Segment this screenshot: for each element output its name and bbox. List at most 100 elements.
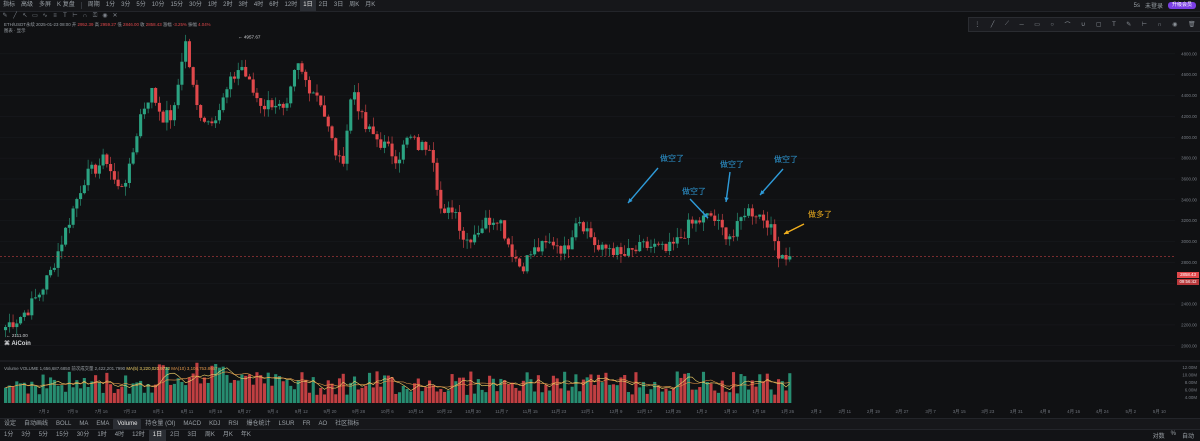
- scale-option[interactable]: 对数: [1152, 434, 1165, 440]
- toolbar-item[interactable]: 周期: [87, 2, 100, 8]
- toolbar-item[interactable]: 10分: [151, 2, 165, 8]
- toolbar-item[interactable]: 多屏: [39, 2, 52, 8]
- eye-tool-icon[interactable]: ◉: [1172, 22, 1178, 28]
- trash-icon[interactable]: ✕: [112, 13, 118, 19]
- cursor-icon[interactable]: ↖: [22, 13, 28, 19]
- indicator-tab[interactable]: AO: [318, 421, 328, 427]
- measure-icon[interactable]: ⊢: [72, 13, 78, 19]
- toolbar-item[interactable]: 2日: [318, 2, 328, 8]
- toolbar-item[interactable]: 1分: [105, 2, 116, 8]
- toolbar-item[interactable]: 12时: [284, 2, 298, 8]
- period-button[interactable]: 12时: [132, 432, 145, 438]
- toolbar-item[interactable]: 3日: [333, 2, 344, 8]
- period-button[interactable]: 年K: [240, 432, 251, 438]
- indicator-tab[interactable]: LSUR: [278, 421, 295, 427]
- indicator-tab[interactable]: MACD: [183, 421, 202, 427]
- toolbar-item[interactable]: K 复盘: [57, 2, 75, 8]
- rect-icon[interactable]: ▭: [32, 13, 38, 19]
- period-button[interactable]: 3日: [187, 432, 197, 438]
- shape-icon[interactable]: ▢: [1095, 22, 1102, 28]
- volume-bar: [623, 375, 627, 403]
- volume-bar: [304, 379, 308, 403]
- account-label[interactable]: 未登录: [1144, 4, 1163, 10]
- candle: [225, 89, 229, 98]
- hline-icon[interactable]: ─: [1019, 21, 1024, 28]
- indicator-tab[interactable]: KDJ: [209, 421, 221, 427]
- handle-icon[interactable]: ⋮: [974, 22, 981, 28]
- indicator-tab[interactable]: Volume: [113, 419, 142, 430]
- eye-icon[interactable]: ◉: [102, 13, 108, 19]
- text-tool-icon[interactable]: T: [1112, 21, 1116, 28]
- candle: [26, 312, 30, 316]
- toolbar-item[interactable]: 1日: [300, 0, 316, 11]
- line-icon[interactable]: ╱: [13, 13, 17, 19]
- refresh-interval[interactable]: 5s: [1133, 2, 1140, 9]
- toolbar-item[interactable]: 6时: [269, 2, 279, 8]
- upgrade-button[interactable]: 升级会员: [1167, 2, 1196, 9]
- volume-bar: [274, 374, 278, 403]
- period-button[interactable]: 周K: [204, 432, 215, 438]
- toolbar-item[interactable]: 4时: [253, 2, 264, 8]
- magnet-icon[interactable]: ∩: [82, 13, 88, 19]
- period-button[interactable]: 3分: [21, 432, 31, 438]
- candle: [41, 289, 45, 295]
- text-icon[interactable]: T: [63, 13, 67, 19]
- polyline-icon[interactable]: ⌒: [1064, 23, 1071, 29]
- indicator-tab[interactable]: FR: [302, 421, 311, 427]
- toolbar-item[interactable]: 高级: [21, 2, 34, 8]
- price-tick: 4600.00: [1181, 72, 1197, 77]
- trendline-icon[interactable]: ╱: [990, 22, 995, 28]
- circle-icon[interactable]: ○: [1050, 21, 1055, 28]
- toolbar-item[interactable]: 5分: [136, 2, 146, 8]
- period-button[interactable]: 2日: [170, 432, 180, 438]
- volume-bar: [169, 384, 173, 403]
- toolbar-item[interactable]: 3分: [121, 2, 131, 8]
- indicator-tab[interactable]: RSI: [228, 421, 239, 427]
- period-button[interactable]: 30分: [76, 432, 90, 438]
- lock-icon[interactable]: ⚿: [92, 13, 98, 19]
- period-button[interactable]: 4时: [114, 432, 125, 438]
- delete-icon[interactable]: 🗑: [1188, 22, 1196, 28]
- period-button[interactable]: 1分: [4, 432, 14, 438]
- pencil-icon[interactable]: ✎: [1126, 22, 1132, 28]
- period-button[interactable]: 1时: [97, 432, 107, 438]
- toolbar-item[interactable]: 指标: [3, 2, 16, 8]
- fib-icon[interactable]: ≡: [53, 13, 57, 19]
- indicator-tab[interactable]: 设定: [4, 421, 17, 427]
- measure-tool-icon[interactable]: ⊢: [1141, 22, 1147, 28]
- indicator-tab[interactable]: 自动画线: [24, 421, 49, 427]
- volume-bar: [465, 394, 469, 403]
- indicator-tab[interactable]: EMA: [96, 421, 110, 427]
- period-button[interactable]: 15分: [56, 432, 69, 438]
- period-button[interactable]: 5分: [38, 432, 49, 438]
- toolbar-item[interactable]: 3时: [238, 2, 248, 8]
- period-button[interactable]: 1日: [148, 430, 167, 441]
- indicator-tab[interactable]: 爆仓统计: [246, 421, 271, 427]
- date-tick: 3月 7: [925, 409, 936, 415]
- candle: [578, 222, 582, 224]
- candle: [322, 105, 327, 117]
- pen-icon[interactable]: ✎: [2, 13, 8, 19]
- toolbar-item[interactable]: 15分: [170, 2, 184, 8]
- indicator-tab[interactable]: BOLL: [56, 421, 72, 427]
- rectangle-icon[interactable]: ▭: [1034, 22, 1040, 28]
- channel-icon[interactable]: ∪: [1081, 22, 1086, 28]
- volume-bar: [574, 374, 578, 403]
- indicator-tab[interactable]: 持仓量 (OI): [145, 421, 176, 427]
- toolbar-item[interactable]: 2时: [223, 2, 233, 8]
- toolbar-item[interactable]: 1时: [207, 2, 218, 8]
- scale-option[interactable]: 自动: [1181, 434, 1194, 440]
- period-button[interactable]: 月K: [222, 432, 233, 438]
- indicator-tab[interactable]: MA: [79, 421, 89, 427]
- price-chart[interactable]: 4800.00 4600.00 4400.00 4200.00 4000.00 3800.…: [0, 31, 1200, 417]
- scale-option[interactable]: %: [1170, 431, 1176, 437]
- indicator-tab[interactable]: 社区指标: [335, 421, 360, 427]
- volume-bar: [746, 389, 751, 403]
- toolbar-item[interactable]: 周K: [349, 2, 360, 8]
- toolbar-item[interactable]: 30分: [189, 2, 202, 8]
- magnet-tool-icon[interactable]: ∩: [1157, 21, 1162, 28]
- toolbar-item[interactable]: 月K: [365, 2, 376, 8]
- candle: [596, 245, 600, 250]
- ray-icon[interactable]: ⟋: [1004, 21, 1010, 27]
- wave-icon[interactable]: ∿: [42, 13, 48, 19]
